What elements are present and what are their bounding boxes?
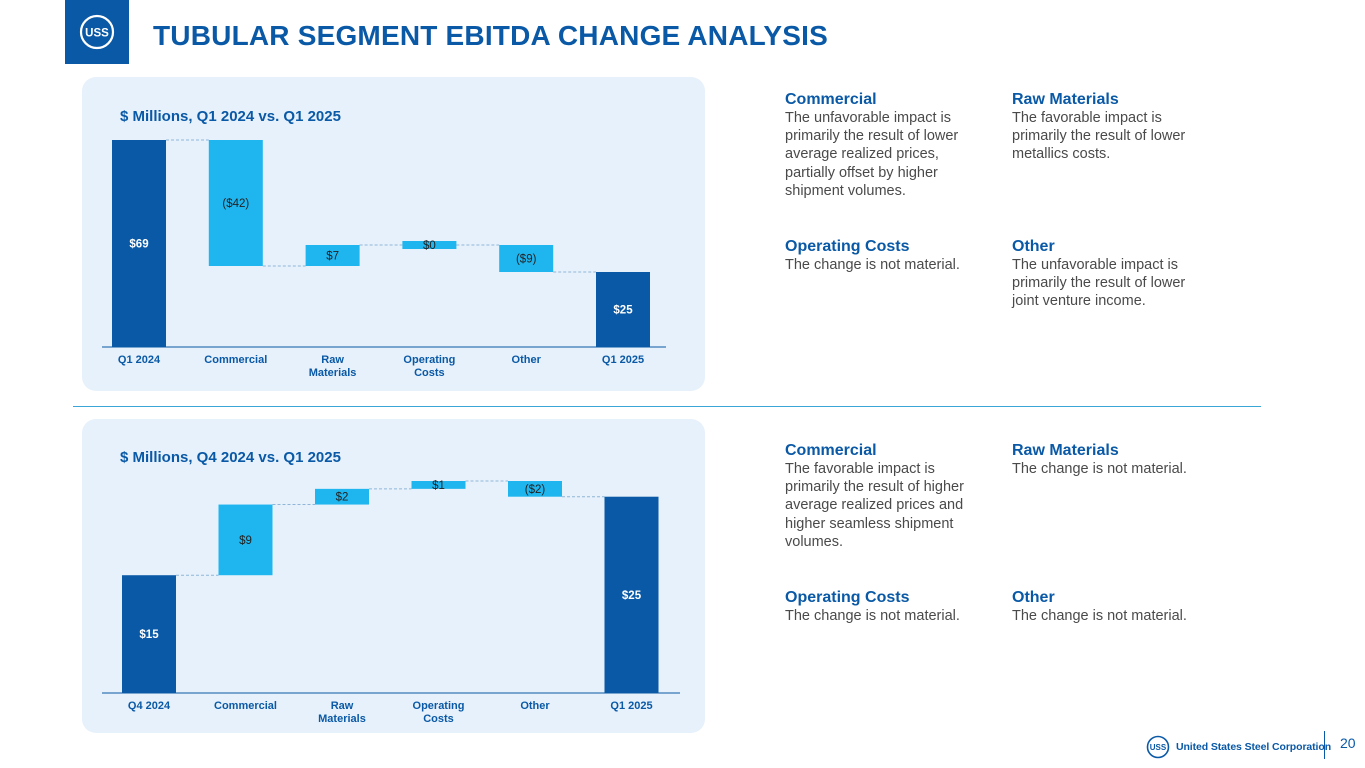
data-label: ($2)	[525, 484, 546, 496]
category-label: Q1 2025	[602, 354, 644, 366]
note-body: The change is not material.	[785, 608, 960, 624]
uss-logo-icon: USS	[79, 14, 115, 50]
bar-q1-2025	[604, 496, 659, 693]
bar-q4-2024	[122, 575, 176, 693]
note-body: The unfavorable impact is primarily the …	[1012, 257, 1186, 310]
category-label: Commercial	[204, 354, 267, 366]
note-body: The favorable impact is primarily the re…	[785, 461, 964, 550]
data-label: $25	[622, 590, 642, 602]
bar-operating-costs	[411, 481, 466, 489]
category-label: Other	[520, 700, 550, 712]
category-label: Materials	[318, 713, 366, 725]
category-label: Q1 2024	[118, 354, 161, 366]
note-top-commercial: Commercial The unfavorable impact is pri…	[785, 90, 985, 200]
note-body: The change is not material.	[1012, 461, 1187, 477]
note-heading: Other	[1012, 589, 1055, 606]
data-label: $25	[613, 305, 633, 317]
page-title: TUBULAR SEGMENT EBITDA CHANGE ANALYSIS	[153, 20, 828, 51]
note-heading: Raw Materials	[1012, 91, 1119, 108]
data-label: $15	[139, 629, 159, 641]
note-body: The change is not material.	[1012, 608, 1187, 624]
bar-raw-materials	[315, 488, 369, 505]
category-label: Materials	[309, 367, 357, 379]
note-top-other: Other The unfavorable impact is primaril…	[1012, 237, 1212, 311]
data-label: $1	[432, 480, 445, 492]
bar-commercial	[218, 504, 273, 576]
category-label: Commercial	[214, 700, 277, 712]
category-label: Costs	[423, 713, 454, 725]
data-label: $0	[423, 240, 436, 252]
uss-logo: USS	[65, 0, 129, 64]
section-divider	[73, 406, 1261, 407]
page-number: 20	[1340, 735, 1356, 751]
note-heading: Raw Materials	[1012, 442, 1119, 459]
bar-operating-costs	[402, 241, 457, 249]
note-heading: Operating Costs	[785, 238, 910, 255]
category-label: Costs	[414, 367, 445, 379]
footer-separator	[1324, 731, 1325, 759]
note-heading: Commercial	[785, 442, 877, 459]
bar-q1-2024	[112, 140, 166, 347]
note-body: The change is not material.	[785, 257, 960, 273]
uss-circle-icon: USS	[1146, 735, 1170, 759]
data-label: ($42)	[222, 198, 249, 210]
note-body: The favorable impact is primarily the re…	[1012, 110, 1186, 163]
category-label: Operating	[403, 354, 455, 366]
company-name: United States Steel Corporation	[1176, 741, 1332, 753]
data-label: $9	[239, 535, 252, 547]
category-label: Raw	[331, 700, 354, 712]
bar-commercial	[208, 140, 263, 266]
note-bottom-other: Other The change is not material.	[1012, 588, 1212, 625]
note-heading: Other	[1012, 238, 1055, 255]
category-label: Q4 2024	[128, 700, 171, 712]
data-label: $69	[129, 239, 148, 251]
svg-text:USS: USS	[1150, 743, 1167, 752]
note-heading: Commercial	[785, 91, 877, 108]
svg-text:USS: USS	[85, 28, 109, 40]
data-label: $7	[326, 251, 339, 263]
category-label: Operating	[413, 700, 465, 712]
note-top-operating-costs: Operating Costs The change is not materi…	[785, 237, 985, 274]
note-bottom-operating-costs: Operating Costs The change is not materi…	[785, 588, 985, 625]
bar-q1-2025	[596, 272, 650, 347]
footer-logo: USS United States Steel Corporation	[1146, 735, 1331, 759]
note-heading: Operating Costs	[785, 589, 910, 606]
data-label: $2	[336, 492, 349, 504]
bar-other	[508, 481, 562, 497]
waterfall-chart-q4-2024-vs-q1-2025: $ Millions, Q4 2024 vs. Q1 2025 $15 Q4 202…	[102, 449, 680, 725]
chart-title: $ Millions, Q4 2024 vs. Q1 2025	[120, 449, 341, 466]
bar-other	[499, 245, 554, 272]
data-label: ($9)	[516, 254, 537, 266]
waterfall-chart-q1-2024-vs-q1-2025: $ Millions, Q1 2024 vs. Q1 2025 $69 Q1 202…	[102, 108, 666, 379]
note-top-raw-materials: Raw Materials The favorable impact is pr…	[1012, 90, 1212, 164]
note-bottom-commercial: Commercial The favorable impact is prima…	[785, 441, 985, 551]
chart-title: $ Millions, Q1 2024 vs. Q1 2025	[120, 108, 341, 125]
bar-raw-materials	[305, 245, 360, 266]
category-label: Q1 2025	[610, 700, 652, 712]
note-bottom-raw-materials: Raw Materials The change is not material…	[1012, 441, 1212, 478]
category-label: Other	[512, 354, 542, 366]
chart-panel-q1-vs-q1: $ Millions, Q1 2024 vs. Q1 2025 $69 Q1 202…	[82, 77, 705, 391]
note-body: The unfavorable impact is primarily the …	[785, 110, 959, 199]
category-label: Raw	[321, 354, 344, 366]
chart-panel-q4-vs-q1: $ Millions, Q4 2024 vs. Q1 2025 $15 Q4 202…	[82, 419, 705, 733]
